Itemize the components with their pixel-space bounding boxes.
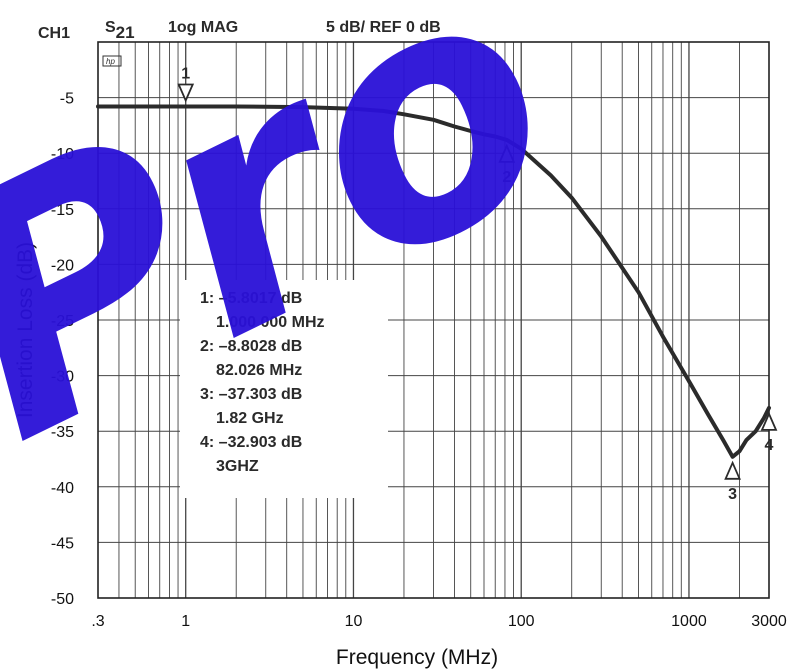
parameter-main: S — [105, 19, 116, 36]
readout-line: 82.026 MHz — [216, 362, 302, 379]
y-tick-label: -5 — [60, 91, 74, 108]
marker-1-label: 1 — [181, 66, 190, 83]
y-tick-label: -35 — [51, 424, 74, 441]
x-tick-label: 10 — [345, 613, 363, 630]
y-axis-label: Insertion Loss (dB) — [14, 242, 37, 418]
x-tick-label: .3 — [91, 613, 104, 630]
readout-line: 2: –8.8028 dB — [200, 338, 302, 355]
y-tick-label: -30 — [51, 369, 74, 386]
y-tick-labels: -5 -10 -15 -20 -25 -30 -35 -40 -45 -50 — [51, 91, 74, 608]
annotation-box — [180, 280, 388, 498]
scale-label: 5 dB/ REF 0 dB — [326, 19, 441, 36]
channel-label: CH1 — [38, 25, 70, 42]
marker-2-triangle — [498, 143, 516, 163]
y-tick-label: -20 — [51, 257, 74, 274]
y-tick-label: -10 — [51, 146, 74, 163]
readout-line: 1.82 GHz — [216, 410, 284, 427]
marker-4-triangle — [760, 411, 778, 431]
x-tick-label: 100 — [508, 613, 535, 630]
y-tick-label: -45 — [51, 535, 74, 552]
x-axis-label: Frequency (MHz) — [336, 646, 498, 669]
y-tick-label: -40 — [51, 480, 74, 497]
parameter-subscript: 21 — [116, 23, 135, 42]
readout-line: 1: –5.8017 dB — [200, 290, 302, 307]
x-tick-label: 1 — [181, 613, 190, 630]
hp-logo-badge: hp — [106, 57, 115, 66]
marker-3-triangle — [724, 460, 741, 480]
marker-group: 1 2 3 4 — [177, 66, 778, 503]
readout-line: 3: –37.303 dB — [200, 386, 302, 403]
x-tick-labels: .3 1 10 100 1000 3000 — [91, 613, 787, 630]
marker-2-label: 2 — [502, 169, 511, 186]
plot-frame — [97, 41, 770, 599]
marker-1-triangle — [177, 83, 195, 103]
marker-4-label: 4 — [765, 437, 774, 454]
y-tick-label: -25 — [51, 313, 74, 330]
parameter-label: S21 — [105, 19, 135, 42]
readout-line: 3GHZ — [216, 458, 259, 475]
marker-3-label: 3 — [728, 486, 737, 503]
readout-line: 4: –32.903 dB — [200, 434, 302, 451]
marker-readout: 1: –5.8017 dB 1.000 000 MHz 2: –8.8028 dB 8… — [200, 290, 325, 475]
x-tick-label: 3000 — [751, 613, 787, 630]
x-tick-label: 1000 — [671, 613, 707, 630]
s21-trace-line — [96, 104, 771, 459]
format-label: 1og MAG — [168, 19, 238, 36]
y-tick-label: -15 — [51, 202, 74, 219]
y-tick-label: -50 — [51, 591, 74, 608]
hp-badge-box — [102, 55, 122, 67]
readout-line: 1.000 000 MHz — [216, 314, 325, 331]
